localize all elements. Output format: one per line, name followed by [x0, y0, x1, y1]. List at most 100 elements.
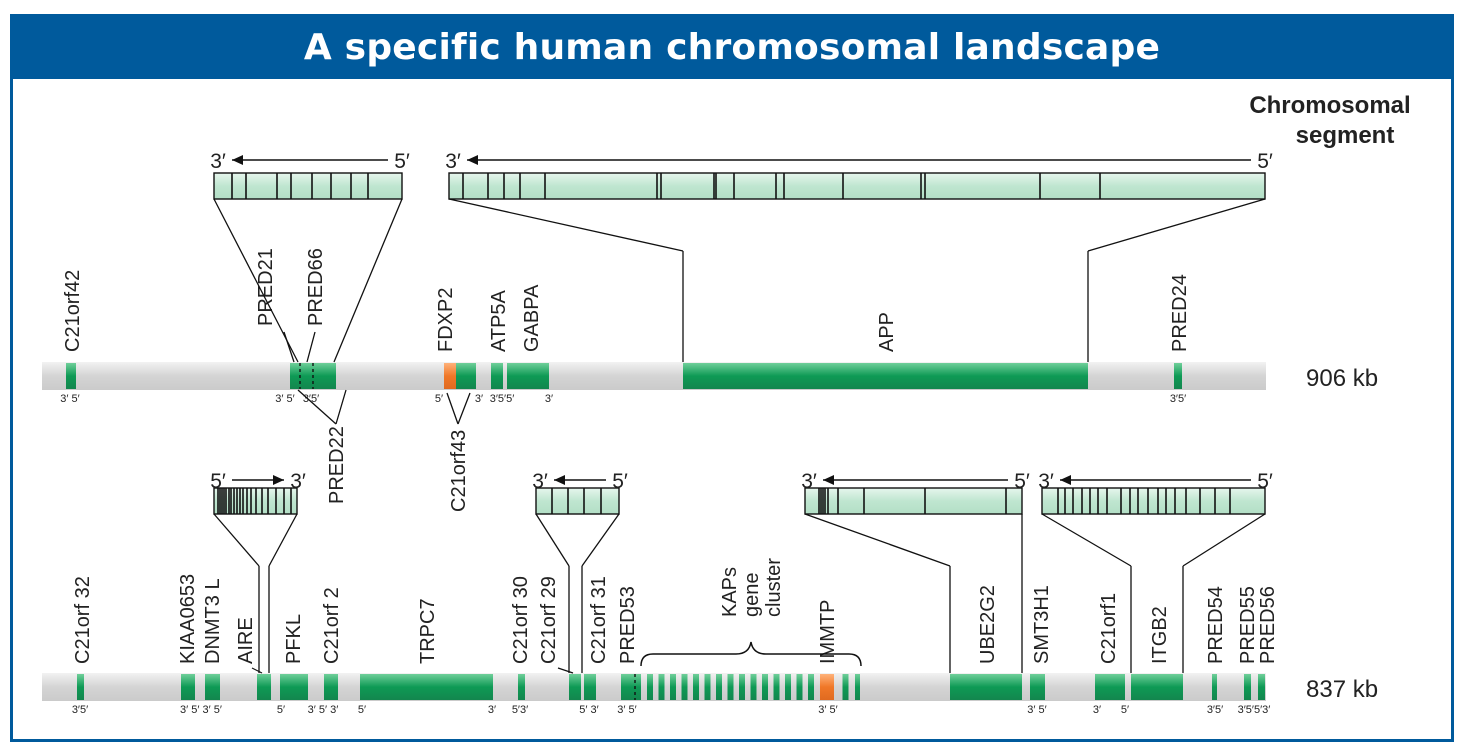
- kaps-exon: [843, 674, 848, 700]
- pred22-leader-b: [335, 389, 347, 425]
- callout-connector: [1041, 513, 1132, 567]
- gene-label-pred24: PRED24: [1169, 274, 1191, 352]
- track1-strand-label: 3′5′5′: [490, 393, 515, 405]
- gene-label-pred55: PRED55: [1237, 586, 1259, 664]
- kaps-exon: [739, 674, 745, 700]
- track1-gene-labels: C21orf42 PRED21 PRED66 FDXP2 ATP5A GABPA…: [62, 248, 1191, 352]
- callout-connector: [268, 513, 298, 567]
- gene-label-app: APP: [876, 312, 898, 352]
- direction-arrowhead: [232, 155, 243, 165]
- callout-right-end-label: 5′: [394, 150, 410, 173]
- gene-label-aire: AIRE: [235, 617, 257, 664]
- gene-label-pred66: PRED66: [305, 248, 327, 326]
- pred22-leader-a: [297, 389, 337, 425]
- callout-aire-exons: 5′ 3′: [210, 470, 306, 673]
- gene-label-c21orf31: C21orf 31: [588, 576, 610, 664]
- callout-left-end-label: 3′: [1038, 470, 1054, 493]
- track1-strand-label: 3′ 5′: [60, 393, 79, 405]
- callout-connector: [333, 198, 403, 363]
- gene-segment-4: [456, 363, 476, 389]
- track1-genes: [66, 363, 1182, 389]
- track2-strand-label: 3′: [1093, 704, 1101, 716]
- gene-pred54: [1212, 674, 1217, 700]
- track1-strand-label: 3′5′: [1170, 393, 1186, 405]
- aire-leader: [251, 667, 263, 674]
- kaps-exon: [658, 674, 665, 700]
- gene-immtp: [820, 674, 834, 700]
- track2-size-label: 837 kb: [1306, 676, 1378, 703]
- callout-pred66-exons: 3′ 5′: [210, 150, 410, 363]
- gene-label-gabpa: GABPA: [521, 284, 543, 352]
- gene-label-c21orf30: C21orf 30: [510, 576, 532, 664]
- exon-box: [535, 487, 620, 515]
- gene-label-atp5a: ATP5A: [488, 289, 510, 352]
- gene-label-dnmt3l: DNMT3 L: [202, 578, 224, 664]
- track2-strand-label: 5′: [358, 704, 366, 716]
- kaps-exon: [762, 674, 768, 700]
- callout-right-end-label: 5′: [612, 470, 628, 493]
- callout-c21orf29-exons: 3′ 5′: [532, 470, 628, 673]
- track1-strand-label: 3′5′: [303, 393, 319, 405]
- kaps-exon: [750, 674, 757, 700]
- gene-atp5a: [491, 363, 503, 389]
- kaps-exon: [773, 674, 780, 700]
- callout-itgb2-exons: 3′ 5′: [1038, 470, 1273, 673]
- callout-right-end-label: 5′: [1257, 150, 1273, 173]
- callout-ube2g2-exons: 3′ 5′: [801, 470, 1030, 673]
- gene-label-trpc7: TRPC7: [417, 598, 439, 664]
- track1-strand-label: 5′: [435, 393, 443, 405]
- track1-strand-label: 3′: [545, 393, 553, 405]
- callout-connector: [1087, 198, 1266, 252]
- track2-strand-label: 3′: [488, 704, 496, 716]
- segment-header-line2: segment: [1296, 122, 1395, 149]
- callout-connector: [804, 513, 951, 567]
- track2-strand-label: 5′: [277, 704, 285, 716]
- track1-strand-label: 3′: [475, 393, 483, 405]
- figure-title: A specific human chromosomal landscape: [303, 27, 1161, 68]
- kaps-exon: [796, 674, 803, 700]
- gene-c21orf-2: [324, 674, 338, 700]
- kaps-brace: [640, 641, 862, 667]
- track2-strand-labels: 3′5′ 3′ 5′ 3′ 5′ 5′ 3′ 5′ 3′ 5′ 3′ 5′3′ 5′ 3′ 3′…: [72, 704, 1271, 716]
- callout-connector: [448, 198, 684, 252]
- track1-size-label: 906 kb: [1306, 365, 1378, 392]
- callout-connector: [213, 513, 260, 567]
- gene-label-c21orf29: C21orf 29: [538, 576, 560, 664]
- callout-connector: [1182, 513, 1266, 567]
- gene-label-c21orf2: C21orf 2: [321, 587, 343, 664]
- gene-label-kiaa0653: KIAA0653: [177, 574, 199, 664]
- gene-c21orf1: [1095, 674, 1125, 700]
- gene-fdxp2: [444, 363, 456, 389]
- kaps-exon: [855, 674, 860, 700]
- track2-strand-label: 3′ 5′: [818, 704, 837, 716]
- c21orf29-leader: [557, 667, 574, 674]
- track2-strand-label: 3′ 5′: [1027, 704, 1046, 716]
- gene-label-c21orf43: C21orf43: [448, 430, 470, 512]
- c21orf43-leader-a: [446, 392, 459, 425]
- gene-kiaa0653: [181, 674, 195, 700]
- gene-pred56: [1258, 674, 1265, 700]
- gene-pred55: [1244, 674, 1251, 700]
- gene-pfkl: [280, 674, 308, 700]
- direction-arrowhead: [554, 475, 565, 485]
- gene-label-ube2g2: UBE2G2: [977, 585, 999, 664]
- callout-left-end-label: 3′: [801, 470, 817, 493]
- track2-strand-label: 3′ 5′: [617, 704, 636, 716]
- gene-c21orf42: [66, 363, 76, 389]
- track1-strand-labels: 3′ 5′ 3′ 5′ 3′5′ 5′ 3′ 3′5′5′ 3′ 3′5′: [60, 393, 1186, 405]
- direction-arrowhead: [467, 155, 478, 165]
- callout-left-end-label: 5′: [210, 470, 226, 493]
- exon-box: [448, 172, 1266, 200]
- gene-itgb2: [1131, 674, 1183, 700]
- callout-left-end-label: 3′: [532, 470, 548, 493]
- pred66-leader: [306, 331, 316, 363]
- exon-box: [213, 172, 403, 200]
- track2-strand-label: 3′5′: [72, 704, 88, 716]
- kaps-label-1: KAPs: [719, 567, 741, 617]
- kaps-exon: [727, 674, 734, 700]
- track2-strand-label: 3′5′: [1207, 704, 1223, 716]
- title-bar: A specific human chromosomal landscape: [13, 17, 1451, 79]
- kaps-exon: [681, 674, 688, 700]
- direction-arrowhead: [1060, 475, 1071, 485]
- gene-pred21: [290, 363, 298, 389]
